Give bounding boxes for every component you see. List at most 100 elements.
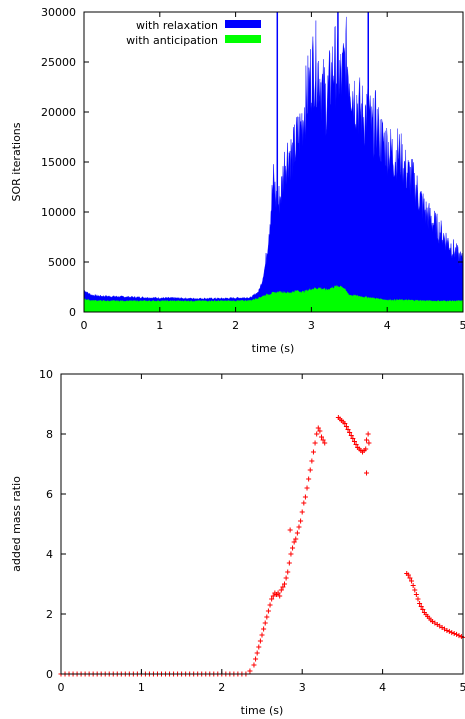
chart2-xtick-label: 3 [299, 681, 306, 694]
data-point [256, 644, 262, 650]
chart1-series-layer [83, 12, 464, 313]
data-point [405, 572, 411, 578]
series-area-relaxation [83, 16, 464, 313]
chart1-ytick-label: 0 [69, 306, 76, 319]
data-point [299, 509, 305, 515]
data-point [342, 421, 348, 426]
chart1-ytick-label: 30000 [41, 6, 76, 19]
data-point [418, 604, 424, 609]
data-point [320, 437, 326, 443]
data-point [364, 437, 370, 443]
data-point [317, 428, 323, 434]
chart2-ytick-label: 2 [46, 608, 53, 621]
data-point [275, 590, 281, 596]
data-point [345, 427, 351, 432]
chart2-ytick-label: 10 [39, 368, 53, 381]
data-point [365, 431, 371, 437]
chart1-xtick-label: 3 [308, 319, 315, 332]
chart2-xtick-label: 1 [138, 681, 145, 694]
data-point [364, 470, 370, 476]
data-point [286, 560, 292, 566]
data-point [280, 584, 286, 590]
data-point [265, 608, 271, 614]
chart1-ytick-label: 20000 [41, 106, 76, 119]
data-point [285, 569, 291, 575]
chart2-xtick-label: 5 [460, 681, 465, 694]
chart2-xlabel: time (s) [241, 704, 284, 717]
chart1-xtick-label: 4 [384, 319, 391, 332]
data-point [417, 601, 423, 606]
data-point [449, 630, 455, 636]
data-point [454, 631, 460, 637]
series-area-anticipation [83, 284, 464, 313]
data-point [413, 592, 419, 597]
chart1-ytick-label: 15000 [41, 156, 76, 169]
data-point [446, 628, 452, 634]
data-point [310, 449, 316, 455]
data-point [270, 593, 276, 599]
chart2-ytick-label: 6 [46, 488, 53, 501]
data-point [351, 439, 357, 444]
data-point [298, 518, 304, 524]
data-point [259, 632, 265, 638]
chart1-legend: with relaxation with anticipation [126, 19, 261, 47]
data-point [251, 662, 257, 668]
data-point [314, 431, 320, 437]
data-point [269, 596, 275, 602]
data-point [302, 494, 308, 500]
chart2-ytick-label: 4 [46, 548, 53, 561]
chart1-ytick-label: 10000 [41, 206, 76, 219]
data-point [363, 446, 369, 452]
data-point [247, 668, 253, 674]
chart1-ytick-label: 5000 [48, 256, 76, 269]
data-point [343, 424, 349, 429]
chart2-ylabel: added mass ratio [10, 476, 23, 572]
data-point [412, 587, 418, 593]
chart2-ytick-label: 0 [46, 668, 53, 681]
data-point [306, 476, 312, 482]
data-point [278, 587, 284, 593]
data-point [277, 593, 283, 599]
data-point [301, 500, 307, 506]
data-point [407, 575, 413, 581]
data-point [296, 524, 302, 530]
data-point [451, 631, 457, 636]
chart1-axes: 0 1 2 3 4 5 0 5000 10000 15000 20000 25000 30000 [41, 6, 465, 332]
data-point [254, 650, 260, 656]
data-point [350, 436, 356, 441]
chart1-xtick-label: 1 [156, 319, 163, 332]
data-point [322, 440, 328, 446]
chart2-points-layer [58, 415, 465, 677]
chart1-xtick-label: 2 [232, 319, 239, 332]
data-point [312, 440, 318, 446]
data-point [294, 530, 300, 536]
data-point [409, 578, 415, 584]
data-point [307, 467, 313, 473]
data-point [257, 638, 263, 644]
chart2-ytick-label: 8 [46, 428, 53, 441]
data-point [267, 602, 273, 608]
data-point [348, 433, 354, 438]
data-point [293, 536, 299, 542]
data-point [282, 581, 288, 587]
data-point [283, 575, 289, 581]
data-point [253, 656, 259, 662]
data-point [444, 628, 450, 633]
data-point [347, 430, 353, 435]
legend-swatch-relaxation [225, 20, 261, 28]
data-point [290, 545, 296, 551]
data-point [261, 626, 267, 632]
sor-iterations-chart: 0 1 2 3 4 5 0 5000 10000 15000 20000 25000 30000 tim… [10, 6, 465, 355]
chart2-axes: 0 1 2 3 4 5 0 2 4 6 8 10 [39, 368, 465, 694]
chart1-xtick-label: 0 [81, 319, 88, 332]
added-mass-ratio-chart: 0 1 2 3 4 5 0 2 4 6 8 10 time (s) added mass ratio [10, 368, 465, 717]
chart2-xtick-label: 4 [379, 681, 386, 694]
data-point [415, 596, 421, 602]
legend-swatch-anticipation [225, 35, 261, 43]
chart1-ytick-label: 25000 [41, 56, 76, 69]
data-point [287, 527, 293, 533]
data-point [366, 440, 372, 446]
data-point [262, 620, 268, 626]
chart1-xtick-label: 5 [460, 319, 465, 332]
data-point [304, 485, 310, 491]
